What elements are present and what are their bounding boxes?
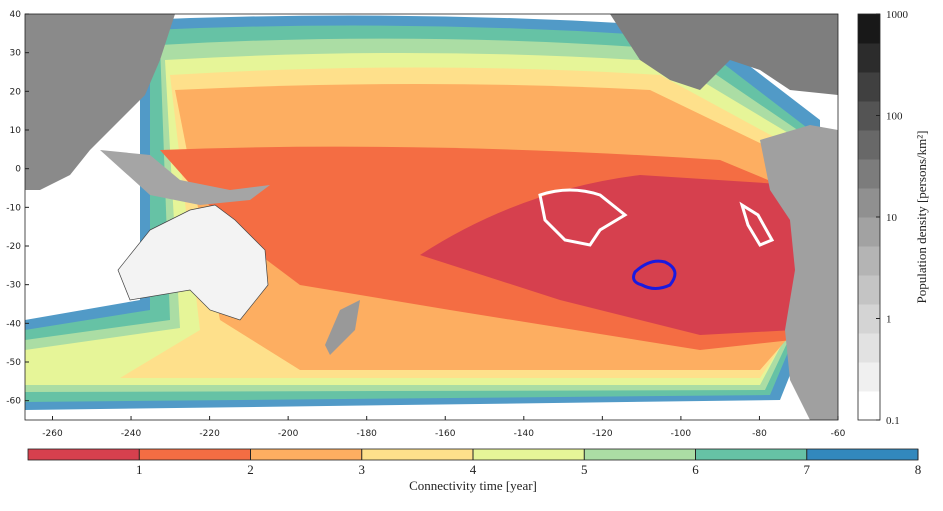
colorbar-tick-label: 100 (886, 111, 903, 123)
land-australia (117, 204, 269, 321)
colorbar-band (28, 449, 140, 460)
y-tick-label: -20 (6, 242, 21, 252)
x-tick-label: -100 (671, 429, 692, 439)
contour-blue (632, 259, 677, 290)
colorbar-band (858, 304, 880, 334)
map-layer (25, 14, 838, 420)
colorbar-band (584, 449, 696, 460)
land-indonesia (100, 150, 270, 205)
colorbar-band (858, 333, 880, 363)
colorbar-tick-label: 7 (804, 462, 811, 477)
y-tick-label: 10 (10, 126, 22, 136)
x-tick-label: -180 (356, 429, 377, 439)
colorbar-band (250, 449, 363, 460)
x-tick-label: -140 (514, 429, 535, 439)
land-south-america (760, 125, 838, 420)
land-north-america (610, 14, 838, 95)
x-tick-label: -60 (831, 429, 846, 439)
y-tick-label: 40 (10, 10, 22, 20)
colorbar-band (858, 217, 880, 247)
colorbar-band (858, 275, 880, 305)
colorbar-tick-label: 6 (692, 462, 699, 477)
colorbar-band (361, 449, 474, 460)
colorbar-tick-label: 1000 (886, 9, 909, 21)
population-colorbar: 0.1 1 10 100 1000 Population density [persons… (857, 9, 929, 427)
y-tick-label: -50 (6, 358, 21, 368)
colorbar-band (858, 246, 880, 276)
colorbar-tick-label: 5 (581, 462, 588, 477)
x-tick-label: -120 (592, 429, 613, 439)
colorbar-band (806, 449, 919, 460)
band-1 (420, 175, 795, 335)
x-tick-label: -80 (752, 429, 767, 439)
y-tick-label: -10 (6, 203, 21, 213)
land-asia (25, 14, 175, 190)
colorbar-tick-label: 1 (886, 314, 892, 326)
colorbar-band (858, 362, 880, 392)
land-new-zealand (325, 300, 360, 355)
x-tick-label: -220 (199, 429, 220, 439)
colorbar-tick-label: 4 (470, 462, 477, 477)
colorbar-tick-label: 0.1 (886, 415, 900, 427)
contour-white (739, 201, 775, 247)
colorbar-tick-label: 2 (247, 462, 254, 477)
colorbar-band (858, 188, 880, 218)
colorbar-band (858, 130, 880, 160)
x-tick-label: -240 (121, 429, 142, 439)
colorbar-band (858, 43, 880, 73)
y-tick-label: -30 (6, 281, 21, 291)
colorbar-band (858, 159, 880, 189)
y-tick-label: 0 (15, 165, 21, 175)
y-tick-label: 20 (10, 87, 22, 97)
y-tick-label: -60 (6, 397, 21, 407)
y-tick-label: -40 (6, 319, 21, 329)
contour-white (538, 188, 628, 247)
colorbar-label: Population density [persons/km²] (914, 131, 929, 304)
colorbar-band (858, 101, 880, 131)
colorbar-tick-label: 3 (359, 462, 366, 477)
colorbar-tick-label: 8 (915, 462, 922, 477)
map-axes: -260 -240 -220 -200 -180 -160 -140 -120 -100 -80-… (6, 10, 845, 439)
x-tick-label: -160 (435, 429, 456, 439)
colorbar-tick-label: 1 (136, 462, 143, 477)
colorbar-band (858, 14, 880, 44)
y-tick-label: 30 (10, 49, 22, 59)
colorbar-band (695, 449, 808, 460)
connectivity-colorbar: 1 2 3 4 5 6 7 8 Connectivity time [year] (27, 448, 922, 493)
colorbar-tick-label: 10 (886, 212, 898, 224)
map-frame (24, 13, 839, 421)
colorbar-band (473, 449, 585, 460)
colorbar-band (858, 391, 880, 421)
x-tick-label: -260 (42, 429, 63, 439)
colorbar-band (858, 72, 880, 102)
colorbar-label: Connectivity time [year] (409, 478, 537, 493)
colorbar-band (139, 449, 251, 460)
x-tick-label: -200 (278, 429, 299, 439)
